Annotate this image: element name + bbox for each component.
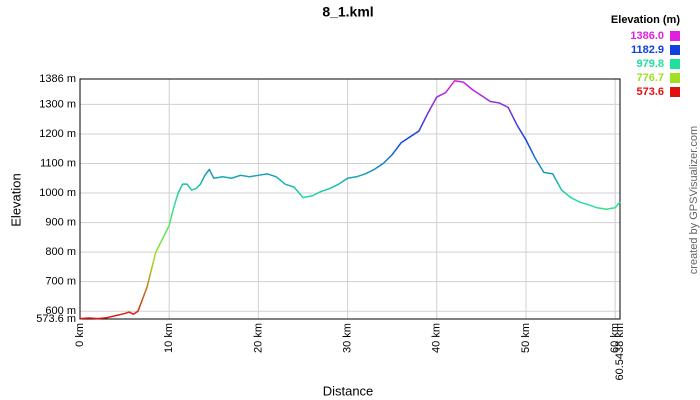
legend-swatch [670,73,680,83]
x-tick-label: 60 km [609,323,621,353]
legend-label: 1182.9 [631,44,664,56]
x-tick-label: 40 km [431,323,443,353]
elevation-line [79,80,621,320]
x-axis-title: Distance [323,383,374,398]
legend-swatch [670,59,680,69]
x-tick-label: 20 km [252,323,264,353]
y-tick-label: 800 m [45,246,76,258]
y-tick-label: 1300 m [39,98,76,110]
legend-swatch [670,31,680,41]
x-tick-label: 30 km [341,323,353,353]
legend-swatch [670,45,680,55]
y-tick-label: 700 m [45,276,76,288]
y-tick-label: 1200 m [39,128,76,140]
legend-label: 776.7 [636,72,664,84]
y-tick-label: 600 m [45,305,76,317]
x-tick-label: 10 km [163,323,175,353]
plot-area [80,79,620,319]
y-tick-label: 1100 m [40,157,76,169]
legend-label: 1386.0 [630,30,664,42]
plot-border [79,78,621,320]
legend-swatch [670,87,680,97]
x-tick-label: 60.5438 km [614,323,626,380]
y-tick-label: 1386 m [39,73,76,85]
legend-title: Elevation (m) [611,14,680,26]
y-tick-label: 573.6 m [36,313,76,325]
x-tick-label: 50 km [520,323,532,353]
chart-title: 8_1.kml [322,4,373,20]
x-tick-label: 0 km [74,323,86,347]
y-tick-label: 900 m [45,216,76,228]
credit: created by GPSVisualizer.com [688,126,700,274]
y-tick-label: 1000 m [39,187,76,199]
y-axis-title: Elevation [8,173,23,226]
legend-label: 979.8 [636,58,664,70]
legend-label: 573.6 [636,86,664,98]
